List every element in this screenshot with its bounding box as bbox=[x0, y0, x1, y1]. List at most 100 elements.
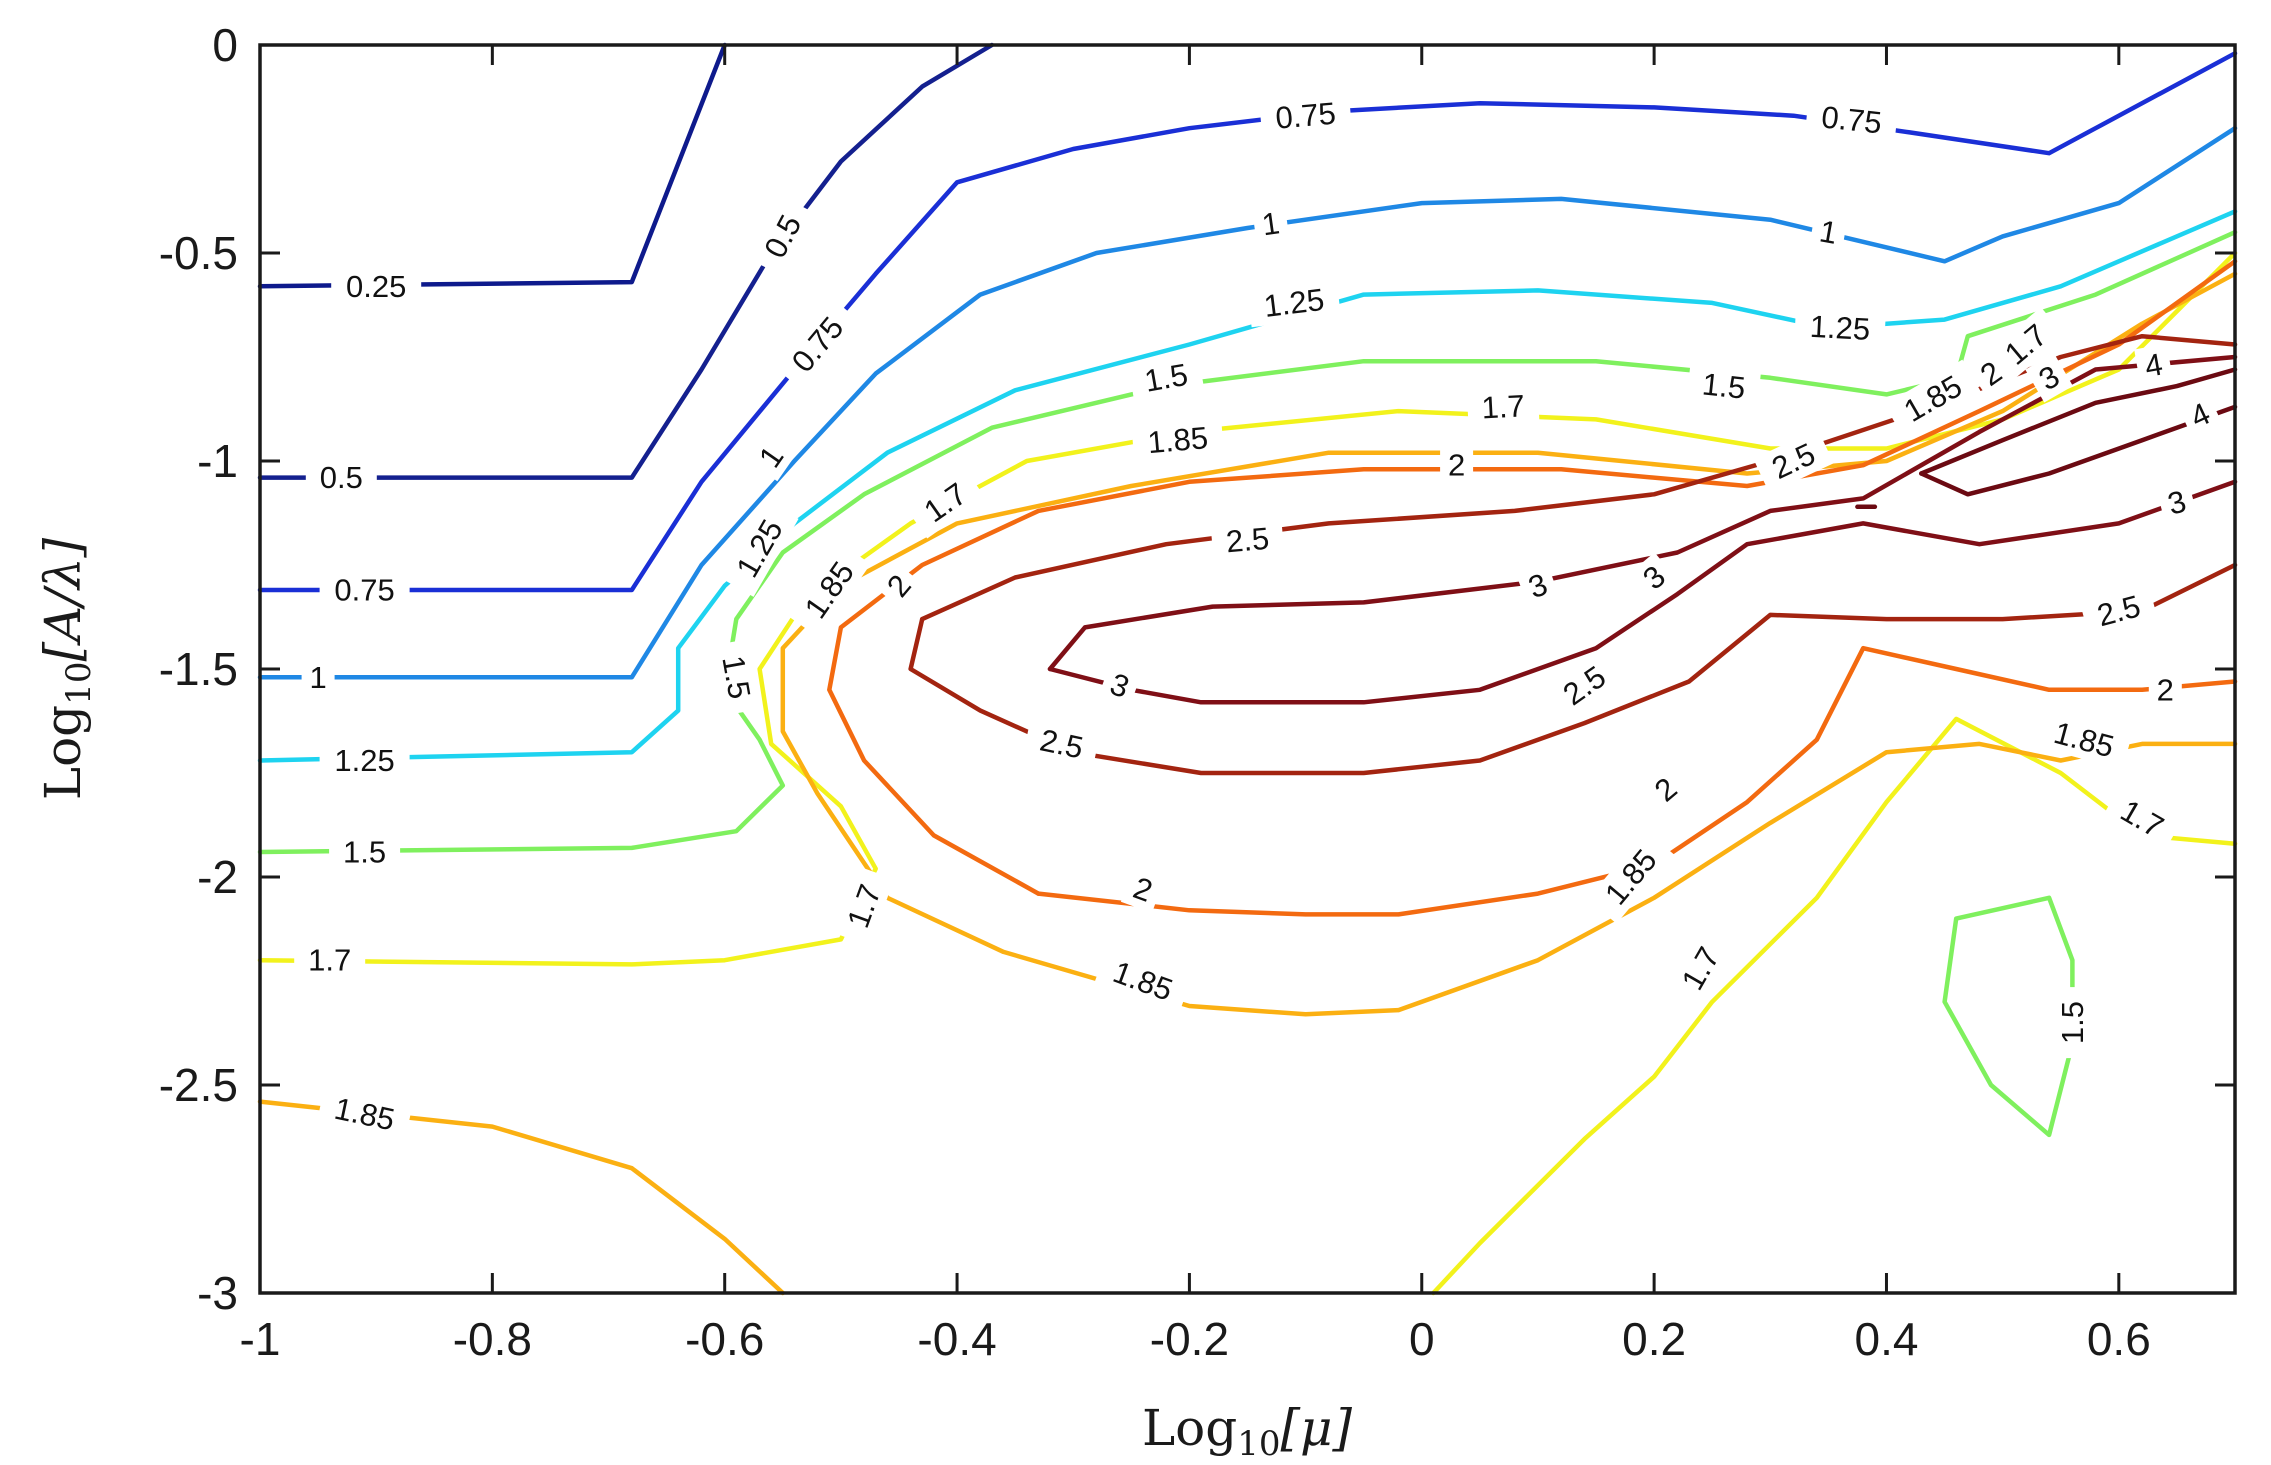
contour-label-2.5: 2.5 bbox=[1225, 521, 1271, 560]
contour-label-bg bbox=[1094, 947, 1192, 1015]
contour-label-1.25: 1.25 bbox=[1262, 282, 1326, 324]
contour-line-2-1 bbox=[1036, 645, 2238, 917]
x-axis-label-sub: 10 bbox=[1237, 1424, 1280, 1464]
contour-label-bg bbox=[1259, 92, 1353, 139]
x-tick-label: 0.6 bbox=[2087, 1313, 2151, 1365]
contour-label-group: 3 bbox=[1515, 562, 1560, 610]
x-tick-label: -0.4 bbox=[917, 1313, 996, 1365]
contour-label-4: 4 bbox=[2142, 347, 2165, 384]
contour-label-group: 1.5 bbox=[329, 833, 401, 871]
y-axis-ticks: 0 -0.5 -1 -1.5 -2 -2.5 -3 bbox=[159, 19, 2235, 1319]
contour-label-group: 3 bbox=[2156, 479, 2198, 526]
contour-label-bg bbox=[749, 196, 817, 277]
contour-label-bg bbox=[1466, 386, 1540, 428]
contour-label-bg bbox=[2156, 479, 2198, 526]
contour-line-3-0 bbox=[1047, 354, 2238, 672]
x-tick-label: -0.6 bbox=[685, 1313, 764, 1365]
contour-label-bg bbox=[1247, 278, 1341, 328]
contour-label-1: 1 bbox=[1260, 205, 1282, 242]
y-axis-label-main: Log bbox=[34, 705, 92, 800]
contour-label-bg bbox=[1131, 417, 1225, 464]
contour-label-2: 2 bbox=[2157, 672, 2174, 707]
contour-label-1: 1 bbox=[309, 660, 326, 695]
contour-label-bg bbox=[305, 458, 377, 497]
contour-line-1.85-0 bbox=[257, 1099, 786, 1296]
contour-line-2-0 bbox=[827, 259, 2238, 896]
contour-label-bg bbox=[1966, 348, 2016, 399]
contour-label-group: 1.7 bbox=[294, 941, 366, 980]
contour-label-bg bbox=[2134, 343, 2174, 387]
x-axis-label-main: Log bbox=[1142, 1399, 1237, 1457]
contour-line-1.5-1 bbox=[1942, 895, 2075, 1138]
contour-line-2.5-0 bbox=[908, 562, 2238, 776]
contour-label-1.85: 1.85 bbox=[1146, 420, 1209, 460]
contour-label-1.5: 1.5 bbox=[1142, 357, 1191, 399]
contour-label-bg bbox=[2079, 583, 2159, 639]
contour-label-bg bbox=[1440, 446, 1474, 485]
contour-label-group: 1 bbox=[1808, 210, 1848, 254]
contour-label-bg bbox=[1666, 928, 1735, 1009]
contour-label-group: 1.25 bbox=[1247, 278, 1341, 328]
contour-label-1.25: 1.25 bbox=[1809, 309, 1871, 347]
y-tick-label: -1.5 bbox=[159, 643, 238, 695]
y-tick-label: -1 bbox=[197, 435, 238, 487]
y-tick-label: -2.5 bbox=[159, 1059, 238, 1111]
contour-label-bg bbox=[711, 639, 762, 716]
contour-label-1.7: 1.7 bbox=[1481, 388, 1526, 425]
contour-label-bg bbox=[2025, 353, 2073, 403]
contour-label-2: 2 bbox=[1448, 448, 1465, 483]
contour-label-bg bbox=[316, 1086, 413, 1143]
contour-line-1.85-2 bbox=[885, 741, 2238, 1017]
contour-label-1: 1 bbox=[1817, 213, 1840, 250]
contour-label-group: 0.75 bbox=[1259, 92, 1353, 139]
contour-label-1.25: 1.25 bbox=[334, 743, 394, 778]
contour-label-group: 2 bbox=[2148, 670, 2182, 709]
y-axis-label-sub: 10 bbox=[59, 662, 99, 705]
contour-line-4-0 bbox=[1919, 367, 2238, 476]
contour-label-group: 3 bbox=[1097, 662, 1142, 710]
y-tick-label: 0 bbox=[212, 19, 238, 71]
contour-label-group: 0.75 bbox=[1804, 96, 1899, 144]
contour-label-bg bbox=[1251, 202, 1290, 246]
contour-label-bg bbox=[329, 833, 401, 871]
contour-line-3-1 bbox=[1047, 479, 2238, 705]
y-tick-label: -0.5 bbox=[159, 227, 238, 279]
y-tick-label: -3 bbox=[197, 1267, 238, 1319]
contour-label-bg bbox=[834, 866, 895, 946]
y-axis-label-arg: [A/λ] bbox=[34, 537, 92, 661]
contour-label-bg bbox=[319, 741, 410, 780]
contour-label-bg bbox=[2035, 709, 2133, 770]
x-tick-label: 0.4 bbox=[1854, 1313, 1918, 1365]
contour-label-bg bbox=[905, 466, 986, 539]
contour-label-1.7: 1.7 bbox=[308, 943, 351, 978]
contour-label-bg bbox=[746, 432, 797, 482]
contour-label-group: 3 bbox=[2025, 353, 2073, 403]
contour-label-group: 0.75 bbox=[319, 571, 410, 609]
contour-line-1.85-1 bbox=[780, 271, 2238, 901]
contour-line-1.25-0 bbox=[257, 209, 2238, 763]
contour-label-group: 0.25 bbox=[331, 267, 422, 306]
y-axis-label: Log10[A/λ] bbox=[34, 537, 99, 800]
contour-label-bg bbox=[1210, 517, 1285, 563]
y-tick-label: -2 bbox=[197, 851, 238, 903]
contour-label-group: 1.85 bbox=[787, 542, 871, 638]
contour-label-bg bbox=[787, 542, 871, 638]
contour-label-group: 1.85 bbox=[2035, 709, 2133, 770]
contour-label-group: 1.5 bbox=[1686, 363, 1762, 409]
x-axis-label: Log10[μ] bbox=[1142, 1399, 1353, 1464]
contour-label-group: 2 bbox=[1440, 446, 1474, 485]
contour-label-bg bbox=[2148, 670, 2182, 709]
contour-label-bg bbox=[301, 658, 335, 697]
contour-label-bg bbox=[1753, 428, 1834, 494]
contour-label-0.75: 0.75 bbox=[1274, 96, 1337, 136]
contour-label-bg bbox=[1986, 307, 2066, 382]
contour-label-bg bbox=[1127, 352, 1205, 403]
contour-label-bg bbox=[1587, 830, 1675, 924]
contour-line-1-0 bbox=[257, 125, 2238, 680]
x-tick-label: 0 bbox=[1409, 1313, 1435, 1365]
contour-label-0.75: 0.75 bbox=[1820, 99, 1884, 140]
contour-label-bg bbox=[1640, 764, 1691, 815]
contour-line-2.5-1 bbox=[919, 333, 2238, 622]
